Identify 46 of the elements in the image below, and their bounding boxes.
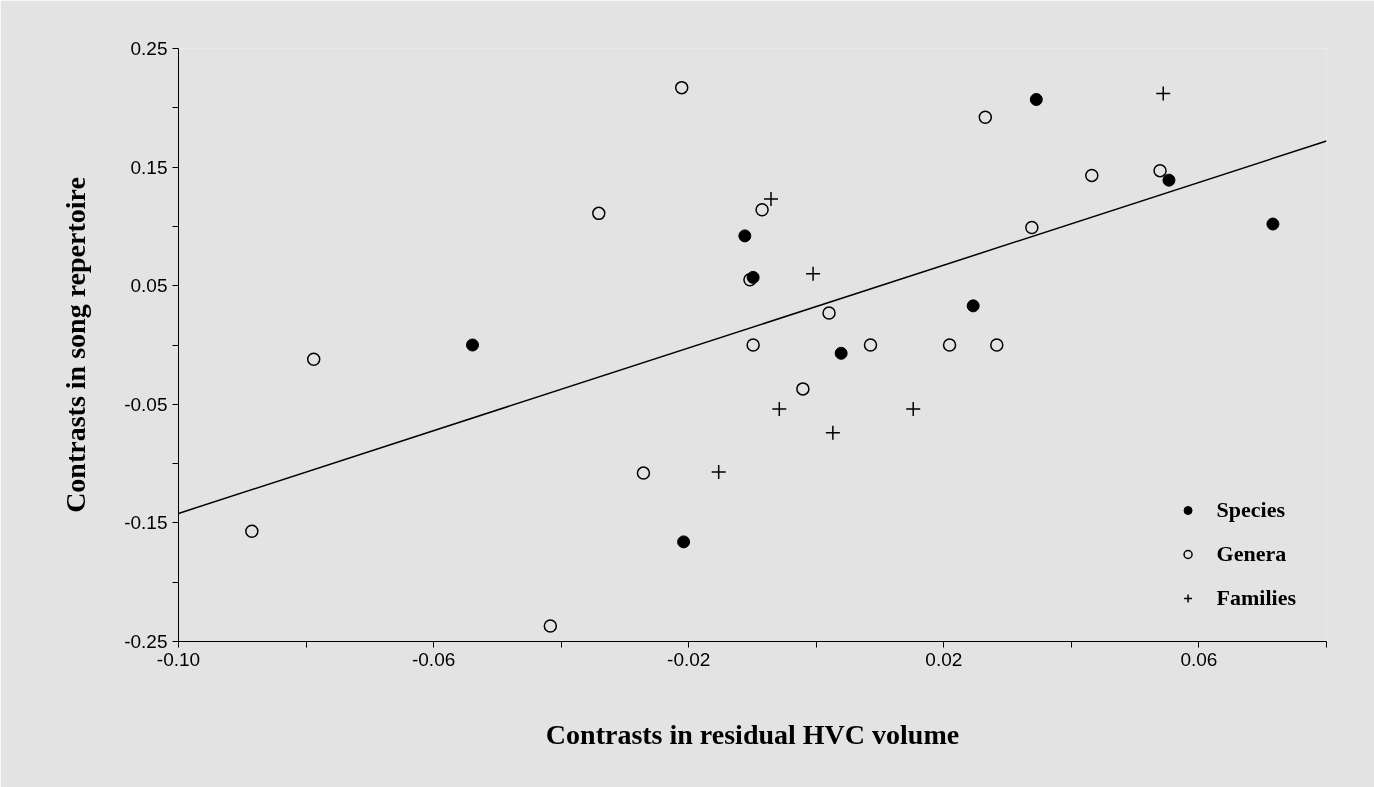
legend-label: Species [1216,497,1286,523]
x-tick-label: 0.06 [1180,648,1218,670]
point [674,80,689,95]
x-axis-title: Contrasts in residual HVC volume [545,718,960,750]
point [990,338,1004,352]
point [771,401,788,417]
point [834,346,848,360]
point [1162,173,1176,187]
y-tick-label: -0.05 [124,393,168,415]
point [710,464,727,480]
point [805,266,821,282]
point [978,110,993,125]
y-tick-label: -0.15 [124,512,168,534]
point [763,191,779,207]
point [755,203,769,217]
point [966,299,980,313]
point [796,382,810,396]
point [592,206,606,221]
point [306,352,321,366]
point [746,338,760,352]
point [825,425,841,441]
x-tick-label: -0.02 [667,648,711,670]
point [1029,93,1043,106]
point [677,535,691,549]
point [738,229,752,243]
y-axis-title: Contrasts in song repertoire [60,177,92,513]
point [1155,85,1171,102]
point [245,524,259,538]
point [1266,217,1280,231]
point [822,306,836,320]
x-tick-label: -0.06 [411,648,456,670]
legend-label: Families [1216,585,1296,611]
point [942,338,957,352]
point [466,338,480,352]
point [636,466,651,480]
legend-label: Genera [1216,541,1287,567]
y-tick-label: 0.25 [130,38,168,59]
y-tick-label: 0.15 [130,156,168,178]
point [1025,220,1039,235]
y-tick-label: 0.05 [130,275,168,297]
point [905,401,921,417]
point [1085,168,1099,183]
point [543,619,558,633]
point [1153,163,1167,178]
x-tick-label: 0.02 [925,648,963,670]
point [863,338,878,352]
